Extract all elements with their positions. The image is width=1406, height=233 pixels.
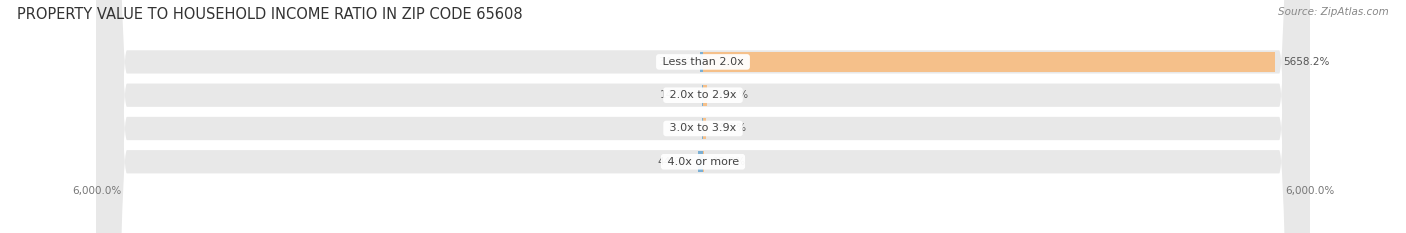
Legend: Without Mortgage, With Mortgage: Without Mortgage, With Mortgage [578, 230, 828, 233]
FancyBboxPatch shape [97, 0, 1309, 233]
Text: 3.0x to 3.9x: 3.0x to 3.9x [666, 123, 740, 134]
Text: 12.8%: 12.8% [713, 157, 745, 167]
Text: 44.6%: 44.6% [657, 157, 690, 167]
Text: Less than 2.0x: Less than 2.0x [659, 57, 747, 67]
Text: 34.4%: 34.4% [658, 57, 692, 67]
Bar [703, 118, 706, 139]
Text: 37.5%: 37.5% [714, 90, 748, 100]
Text: PROPERTY VALUE TO HOUSEHOLD INCOME RATIO IN ZIP CODE 65608: PROPERTY VALUE TO HOUSEHOLD INCOME RATIO… [17, 7, 523, 22]
Bar [703, 51, 1275, 72]
Bar [702, 85, 703, 106]
Text: 4.0x or more: 4.0x or more [664, 157, 742, 167]
Text: 2.0x to 2.9x: 2.0x to 2.9x [666, 90, 740, 100]
Text: 5658.2%: 5658.2% [1284, 57, 1330, 67]
FancyBboxPatch shape [97, 0, 1309, 233]
Bar [699, 151, 703, 172]
FancyBboxPatch shape [97, 0, 1309, 233]
FancyBboxPatch shape [97, 0, 1309, 233]
Bar [703, 85, 707, 106]
Text: Source: ZipAtlas.com: Source: ZipAtlas.com [1278, 7, 1389, 17]
Bar [700, 51, 703, 72]
Text: 6.3%: 6.3% [668, 123, 695, 134]
Text: 14.7%: 14.7% [661, 90, 693, 100]
Text: 25.2%: 25.2% [714, 123, 747, 134]
